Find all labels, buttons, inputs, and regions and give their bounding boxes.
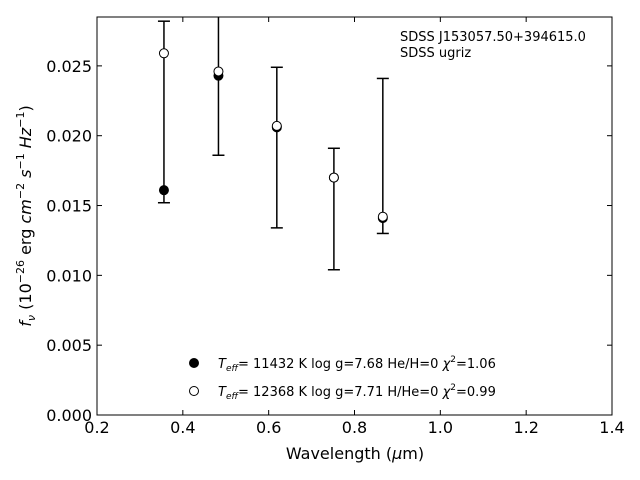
data-point-open xyxy=(271,120,282,131)
plot-frame xyxy=(96,16,613,416)
axis-ticks: 0.2 0.4 0.6 0.8 1.0 1.2 1.4 0.000 0.005 0.010 0.01… xyxy=(46,17,625,437)
x-tick-label: 0.2 xyxy=(84,418,109,437)
x-tick-label: 1.2 xyxy=(513,418,538,437)
data-point-open xyxy=(213,66,224,77)
y-tick-label: 0.025 xyxy=(46,57,92,76)
data-point-open xyxy=(158,48,169,59)
legend-marker-filled xyxy=(189,358,199,368)
x-tick-label: 0.4 xyxy=(170,418,195,437)
legend-label-filled: Teff= 11432 K log g=7.68 He/H=0 χ2=1.06 xyxy=(218,355,496,374)
data-point-filled xyxy=(158,185,169,196)
survey-annotation: SDSS ugriz xyxy=(400,46,471,61)
legend-marker-open xyxy=(189,386,199,396)
data-points xyxy=(158,48,388,224)
y-tick-label: 0.020 xyxy=(46,127,92,146)
y-axis-label: fν (10−26 erg cm−2 s−1 Hz−1) xyxy=(14,105,38,326)
legend: Teff= 11432 K log g=7.68 He/H=0 χ2=1.06 … xyxy=(189,355,496,402)
data-point-open xyxy=(328,172,339,183)
x-tick-label: 0.6 xyxy=(256,418,281,437)
x-tick-label: 1.4 xyxy=(599,418,624,437)
x-axis-label: Wavelength (μm) xyxy=(286,444,424,463)
y-tick-label: 0.005 xyxy=(46,336,92,355)
y-tick-label: 0.000 xyxy=(46,406,92,425)
data-point-open xyxy=(377,211,388,222)
object-name-annotation: SDSS J153057.50+394615.0 xyxy=(400,30,586,45)
y-tick-label: 0.015 xyxy=(46,197,92,216)
x-tick-label: 1.0 xyxy=(428,418,453,437)
x-tick-label: 0.8 xyxy=(342,418,367,437)
y-tick-label: 0.010 xyxy=(46,266,92,285)
legend-label-open: Teff= 12368 K log g=7.71 H/He=0 χ2=0.99 xyxy=(218,383,496,402)
error-bars xyxy=(157,17,389,271)
